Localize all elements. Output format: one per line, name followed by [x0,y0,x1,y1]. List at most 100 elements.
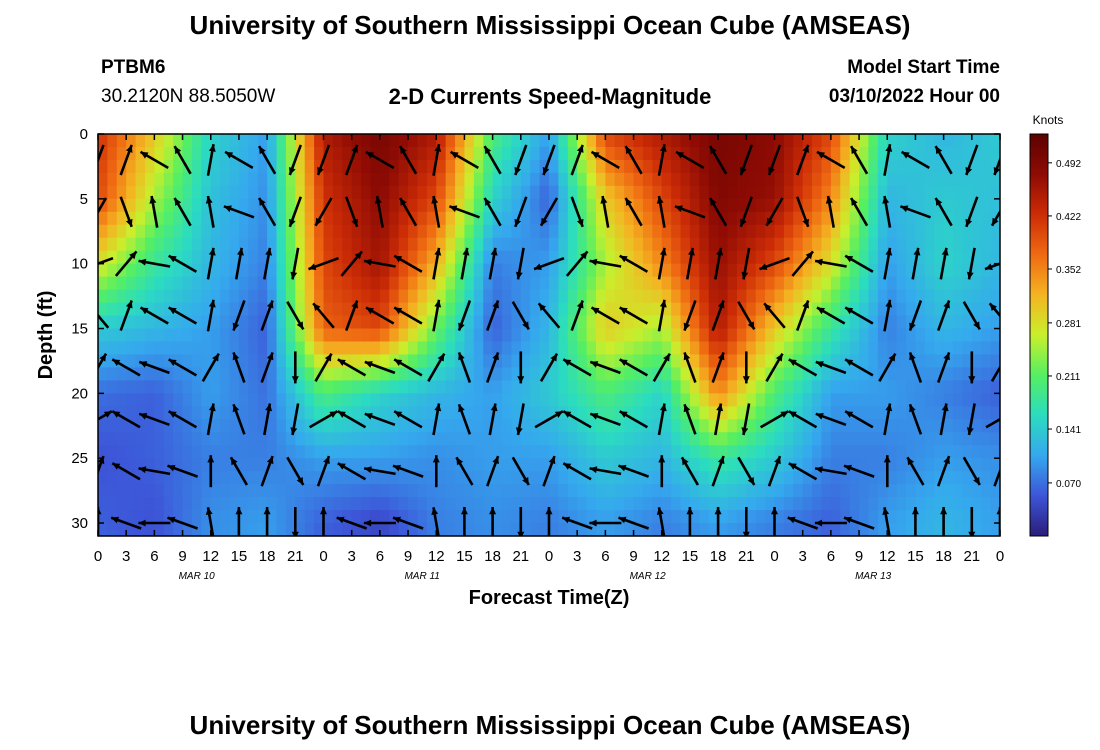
heatmap-cell [323,367,334,381]
heatmap-cell [417,484,428,498]
heatmap-cell [163,406,174,420]
current-arrow [488,247,498,280]
heatmap-cell [877,341,888,356]
heatmap-cell [492,341,503,356]
heatmap-cell [577,497,588,511]
heatmap-cell [379,341,390,356]
heatmap-cell [906,263,917,278]
heatmap-cell [398,367,409,381]
heatmap-cell [502,328,513,343]
heatmap-cell [201,198,212,213]
heatmap-cell [163,276,174,291]
heatmap-cell [107,458,118,472]
heatmap-cell [483,484,494,498]
heatmap-cell [295,523,306,536]
heatmap-cell [887,159,898,174]
current-arrow [962,456,981,486]
heatmap-cell [98,276,108,291]
x-tick-label: 15 [907,548,924,565]
heatmap-cell [163,471,174,485]
heatmap-cell [210,276,221,291]
current-arrow [966,247,976,280]
heatmap-cell [812,172,823,187]
heatmap-cell [718,237,729,252]
heatmap-cell [934,523,945,536]
heatmap-cell [605,263,616,278]
heatmap-cell [906,497,917,511]
heatmap-cell [323,328,334,343]
heatmap-cell [633,198,644,213]
heatmap-cell [906,432,917,446]
heatmap-cell [812,341,823,356]
heatmap-cell [577,198,588,213]
heatmap-cell [154,224,165,239]
heatmap-cell [652,198,663,213]
heatmap-cell [229,432,240,446]
heatmap-cell [577,185,588,200]
heatmap-cell [642,159,653,174]
heatmap-cell [830,198,841,213]
heatmap-cell [126,289,137,304]
heatmap-cell [389,419,400,433]
heatmap-cell [943,367,954,381]
heatmap-cell [802,484,813,498]
current-arrow [168,410,198,429]
heatmap-cell [953,159,964,174]
heatmap-cell [924,471,935,485]
heatmap-cell [736,315,747,330]
heatmap-cell [774,250,785,265]
x-tick-label: 3 [573,548,581,565]
heatmap-cell [238,276,249,291]
current-arrow [589,466,622,476]
heatmap-cell [398,341,409,356]
heatmap-cell [238,406,249,420]
heatmap-cell [257,380,268,394]
heatmap-cell [915,523,926,536]
heatmap-cell [323,393,334,407]
heatmap-cell [962,341,973,356]
heatmap-cell [924,497,935,511]
current-arrow [708,197,728,227]
heatmap-cell [173,419,184,433]
heatmap-cell [201,419,212,433]
heatmap-cell [314,393,325,407]
heatmap-cell [577,237,588,252]
heatmap-cell [962,159,973,174]
heatmap-cell [802,276,813,291]
heatmap-cell [173,341,184,356]
current-arrow [138,360,170,375]
heatmap-cell [783,497,794,511]
heatmap-cell [990,523,1000,536]
heatmap-cell [257,276,268,291]
heatmap-cell [680,302,691,317]
heatmap-cell [642,484,653,498]
heatmap-cell [473,341,484,356]
heatmap-cell [633,224,644,239]
heatmap-cell [220,380,231,394]
current-arrow [308,410,339,429]
heatmap-cell [511,159,522,174]
heatmap-cell [135,276,146,291]
heatmap-cell [765,523,776,536]
heatmap-cell [746,237,757,252]
heatmap-cell [295,497,306,511]
heatmap-cell [201,263,212,278]
heatmap-cell [107,380,118,394]
current-arrow [514,144,528,176]
heatmap-cell [492,289,503,304]
heatmap-cell [173,406,184,420]
heatmap-cell [520,341,531,356]
heatmap-cell [238,198,249,213]
heatmap-cell [595,134,606,148]
heatmap-cell [351,406,362,420]
heatmap-cell [671,523,682,536]
heatmap-cell [520,354,531,369]
heatmap-cell [154,510,165,524]
heatmap-cell [868,484,879,498]
heatmap-cell [210,341,221,356]
heatmap-cell [605,250,616,265]
heatmap-cell [182,328,193,343]
heatmap-cell [483,159,494,174]
heatmap-cell [520,276,531,291]
heatmap-cell [370,302,381,317]
